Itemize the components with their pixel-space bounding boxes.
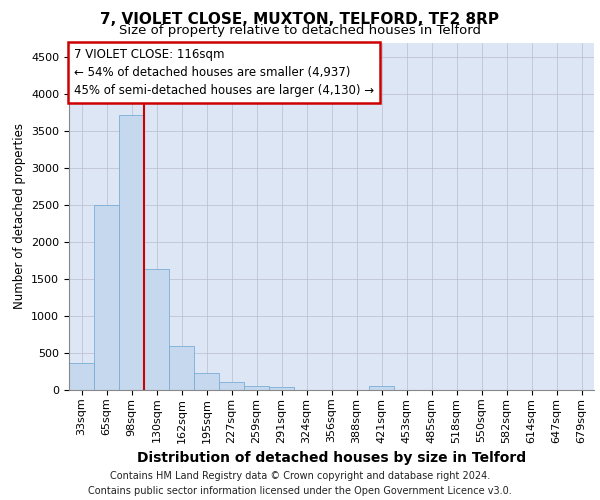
Bar: [219, 382, 244, 390]
Text: Size of property relative to detached houses in Telford: Size of property relative to detached ho…: [119, 24, 481, 37]
X-axis label: Distribution of detached houses by size in Telford: Distribution of detached houses by size …: [137, 451, 526, 465]
Y-axis label: Number of detached properties: Number of detached properties: [13, 123, 26, 309]
Text: Contains HM Land Registry data © Crown copyright and database right 2024.
Contai: Contains HM Land Registry data © Crown c…: [88, 471, 512, 496]
Bar: [119, 115, 144, 390]
Bar: [244, 386, 269, 390]
Bar: [144, 270, 169, 390]
Text: 7 VIOLET CLOSE: 116sqm
← 54% of detached houses are smaller (4,937)
45% of semi-: 7 VIOLET CLOSE: 116sqm ← 54% of detached…: [74, 48, 374, 96]
Bar: [69, 362, 94, 390]
Text: 7, VIOLET CLOSE, MUXTON, TELFORD, TF2 8RP: 7, VIOLET CLOSE, MUXTON, TELFORD, TF2 8R…: [101, 12, 499, 28]
Bar: [169, 346, 194, 390]
Bar: [194, 373, 219, 390]
Bar: [269, 387, 294, 390]
Bar: [369, 386, 394, 390]
Bar: [94, 205, 119, 390]
